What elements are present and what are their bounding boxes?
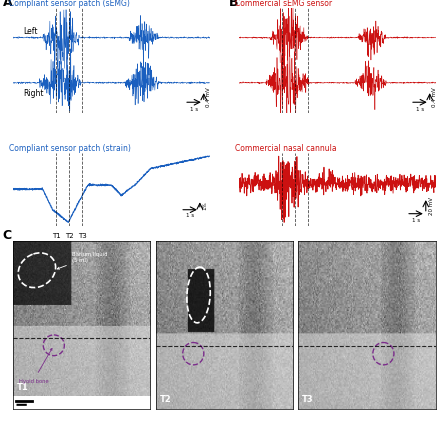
Text: T3: T3 xyxy=(302,394,314,403)
Text: C: C xyxy=(2,228,11,241)
Text: Hyoid bone: Hyoid bone xyxy=(19,349,52,383)
Text: 1 s: 1 s xyxy=(412,218,420,222)
Text: Compliant sensor patch (strain): Compliant sensor patch (strain) xyxy=(9,144,131,153)
Text: T1: T1 xyxy=(17,382,29,391)
Text: T2: T2 xyxy=(160,394,171,403)
Text: Barium liquid
(5 ml): Barium liquid (5 ml) xyxy=(57,252,107,270)
Text: Right: Right xyxy=(23,89,44,98)
Text: T3: T3 xyxy=(77,232,86,238)
Text: T1: T1 xyxy=(52,298,61,304)
Text: Commercial sEMG sensor: Commercial sEMG sensor xyxy=(235,0,332,8)
Text: T2: T2 xyxy=(65,232,73,238)
Text: Left: Left xyxy=(23,27,37,36)
Text: 0.4 mV: 0.4 mV xyxy=(206,87,211,107)
Text: B: B xyxy=(229,0,239,9)
Text: T2: T2 xyxy=(65,298,73,304)
Text: 1 s: 1 s xyxy=(416,107,424,112)
Text: T3: T3 xyxy=(77,298,86,304)
Text: 1 s: 1 s xyxy=(186,213,194,218)
Text: 1 s: 1 s xyxy=(190,107,198,112)
Text: T1: T1 xyxy=(52,232,61,238)
Text: Compliant sensor patch (sEMG): Compliant sensor patch (sEMG) xyxy=(9,0,130,8)
Text: Commercial nasal cannula: Commercial nasal cannula xyxy=(235,144,337,153)
Text: 1%: 1% xyxy=(203,201,208,210)
Text: A: A xyxy=(4,0,13,9)
Text: 0.4 mV: 0.4 mV xyxy=(432,87,436,107)
Text: 20 mV: 20 mV xyxy=(429,197,434,215)
